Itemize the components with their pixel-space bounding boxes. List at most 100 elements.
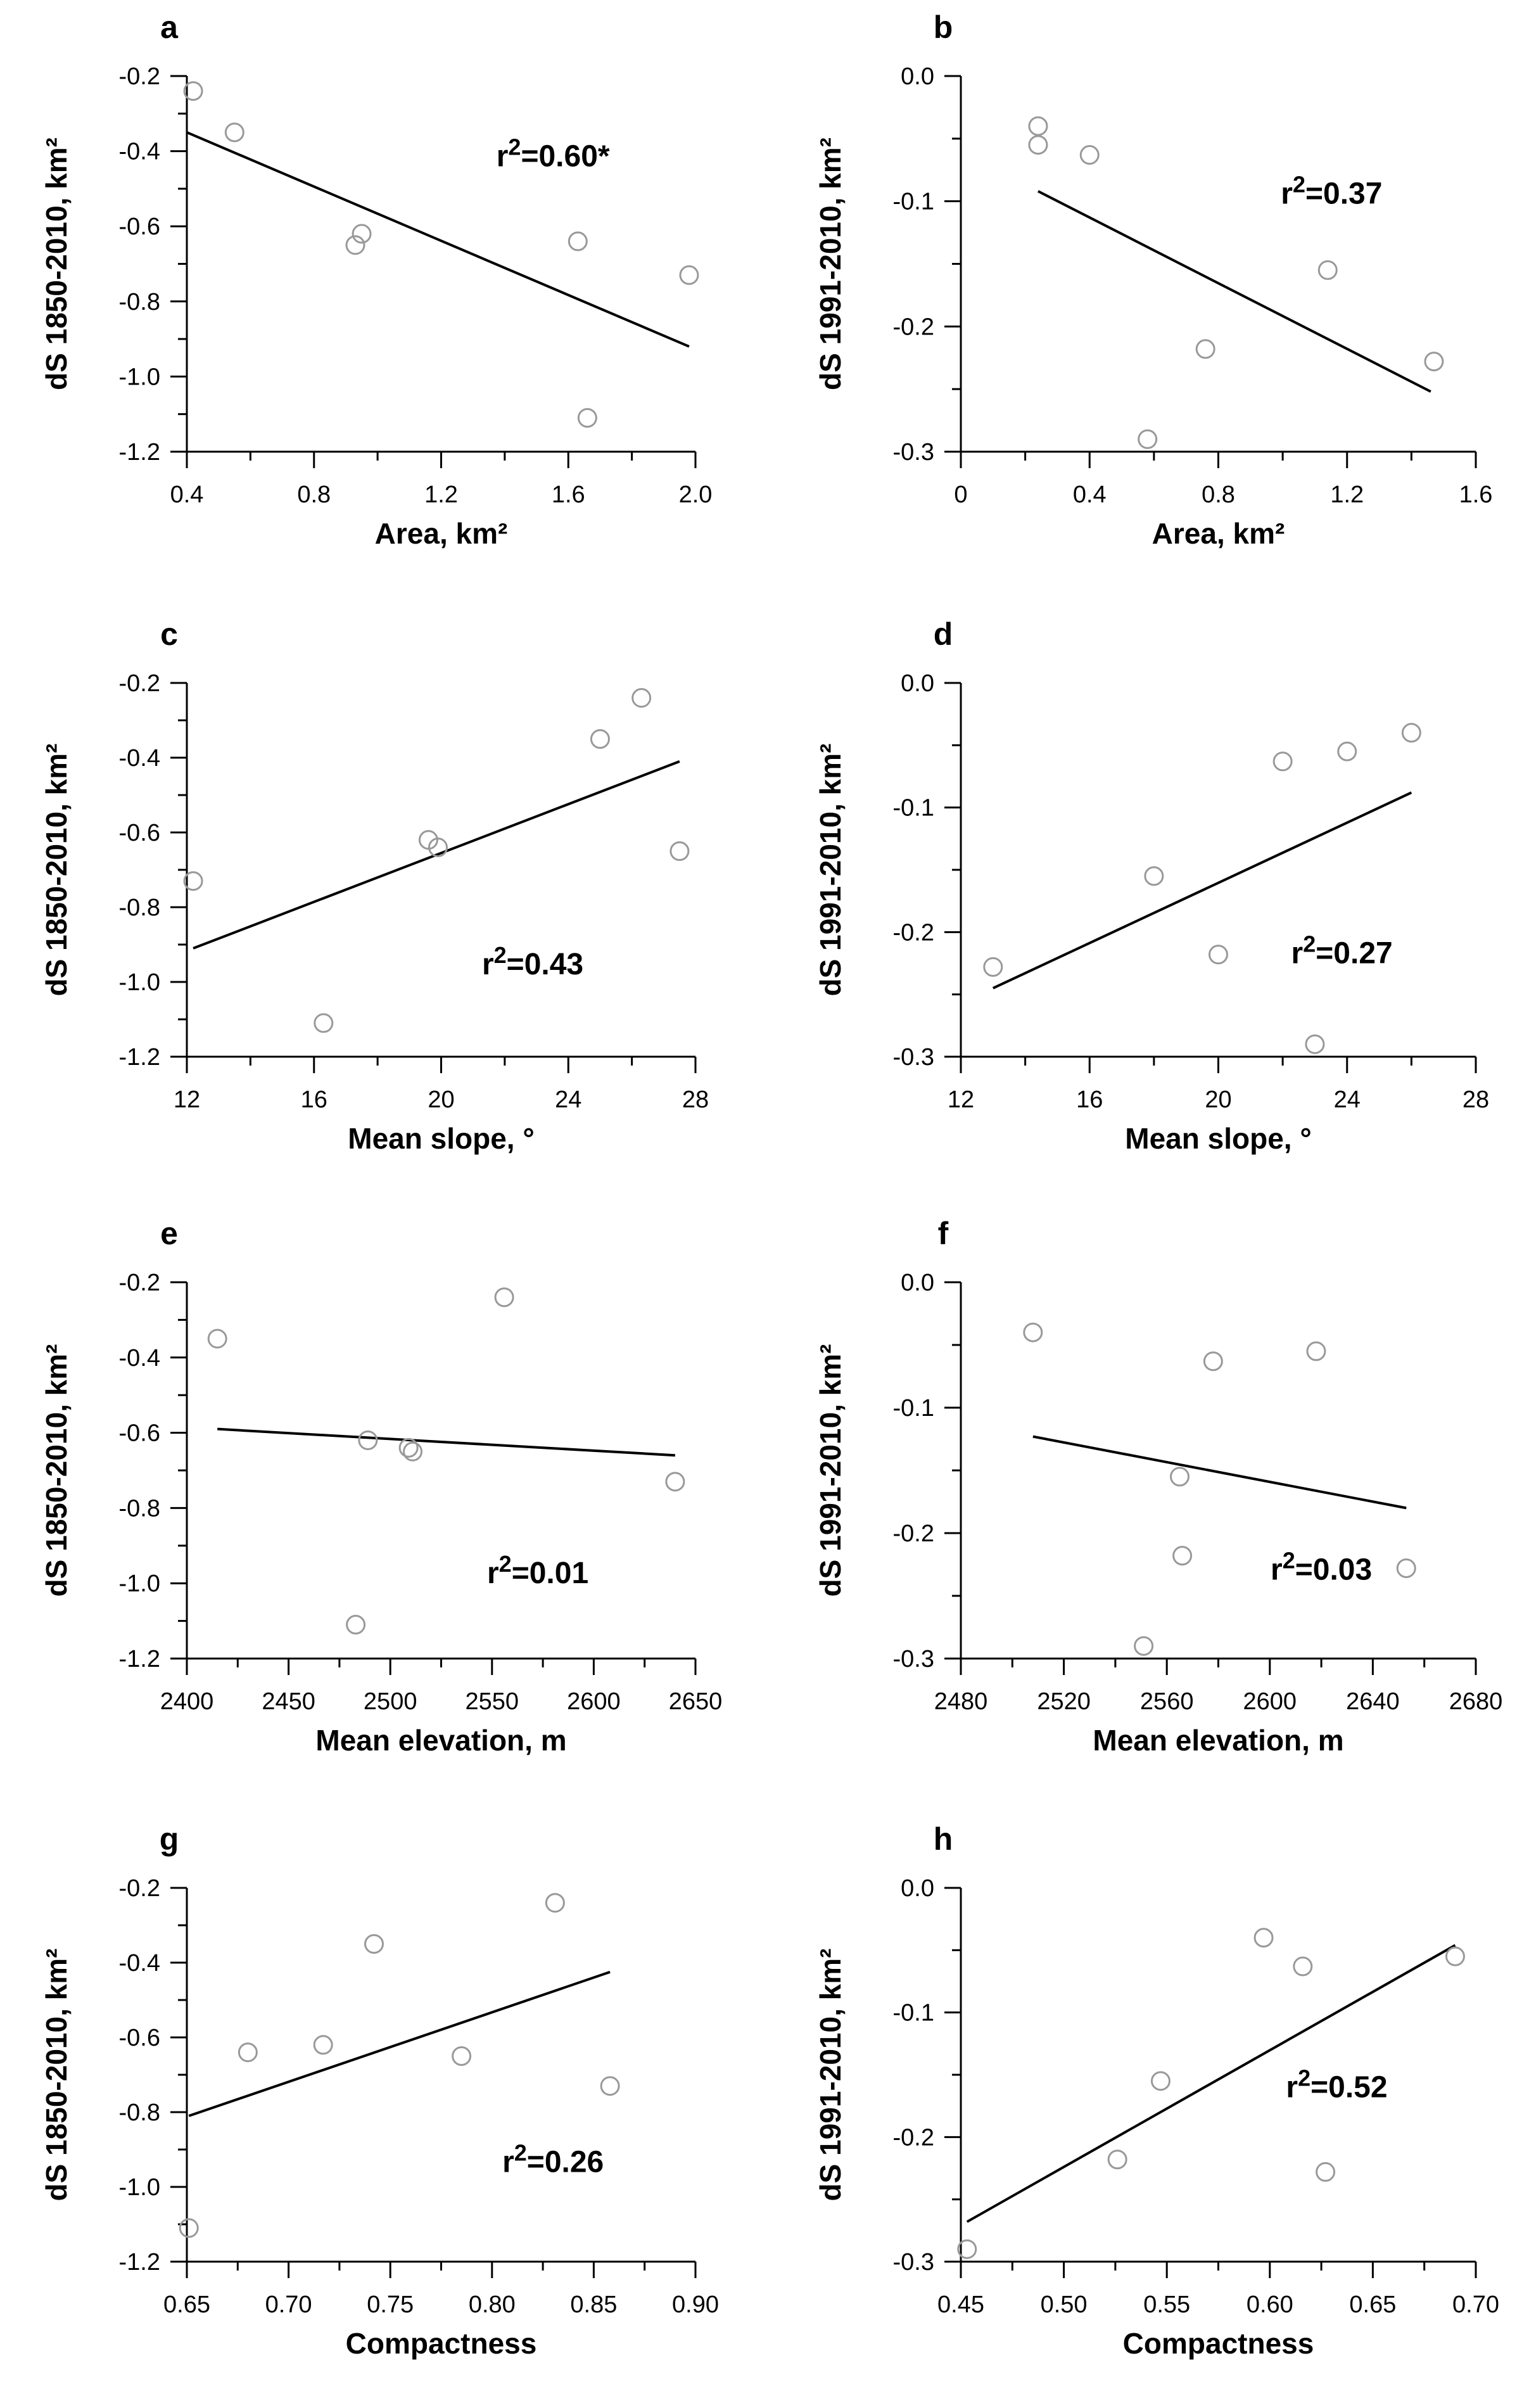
x-axis-title: Compactness <box>1123 2327 1314 2360</box>
y-axis-title: dS 1991-2010, km² <box>814 744 847 997</box>
data-point <box>183 81 203 101</box>
r2-superscript: 2 <box>1283 1547 1295 1573</box>
x-tick-label: 2640 <box>1346 1688 1400 1715</box>
r2-annotation: r2=0.01 <box>487 1551 588 1590</box>
r2-value: =0.01 <box>512 1557 588 1590</box>
regression-line <box>193 760 680 950</box>
y-axis-title: dS 1991-2010, km² <box>814 1949 847 2201</box>
y-tick-label: -0.1 <box>893 1395 934 1422</box>
data-point <box>224 122 244 143</box>
r2-annotation: r2=0.03 <box>1271 1547 1372 1586</box>
y-axis-title: dS 1850-2010, km² <box>40 744 73 997</box>
r2-annotation: r2=0.43 <box>482 942 583 981</box>
y-axis-title: dS 1991-2010, km² <box>814 137 847 390</box>
data-point <box>452 2046 472 2066</box>
y-tick-label: -0.6 <box>119 820 160 846</box>
data-point <box>1170 1467 1190 1487</box>
panel-letter: a <box>160 10 179 45</box>
y-tick-label: -1.2 <box>119 439 160 466</box>
data-point <box>346 1615 366 1635</box>
data-point <box>1195 339 1215 359</box>
r2-prefix: r <box>482 948 494 981</box>
data-point <box>1150 2071 1171 2091</box>
panel-g: -0.2 -0.4 -0.6 -0.8 -1.0 -1.20.65 0.70 0.75 0.80… <box>40 1821 719 2360</box>
y-tick-label: 0.0 <box>901 63 934 90</box>
data-point <box>1028 116 1048 136</box>
r2-prefix: r <box>502 2145 514 2179</box>
r2-value: =0.37 <box>1305 177 1382 211</box>
x-tick-label: 0.8 <box>297 481 331 508</box>
r2-superscript: 2 <box>1303 931 1316 957</box>
y-tick-label: -0.2 <box>893 2124 934 2151</box>
r2-value: =0.60* <box>521 139 609 173</box>
y-tick-label: -0.2 <box>893 1520 934 1547</box>
x-tick-label: 0.85 <box>570 2291 617 2318</box>
x-tick-label: 0.90 <box>672 2291 719 2318</box>
x-tick-label: 16 <box>301 1086 327 1113</box>
data-point <box>1445 1946 1465 1966</box>
regression-line <box>966 1944 1456 2223</box>
r2-prefix: r <box>497 139 509 173</box>
x-tick-label: 2520 <box>1037 1688 1091 1715</box>
data-point <box>1144 866 1164 886</box>
r2-superscript: 2 <box>1293 172 1305 198</box>
x-tick-label: 2.0 <box>679 481 713 508</box>
data-point <box>428 838 448 858</box>
panel-letter: b <box>934 10 953 45</box>
data-point <box>1172 1546 1193 1566</box>
x-tick-label: 1.6 <box>1459 481 1493 508</box>
y-tick-label: -1.2 <box>119 1646 160 1672</box>
data-point <box>1316 2162 1336 2182</box>
y-tick-label: -0.3 <box>893 439 934 466</box>
x-tick-label: 2680 <box>1449 1688 1503 1715</box>
panel-d: 0.0 -0.1 -0.2 -0.3 12 16 20 24 28 Mean slope, ° dS… <box>814 616 1489 1155</box>
data-point <box>207 1328 227 1349</box>
y-tick-label: -0.6 <box>119 2025 160 2051</box>
y-tick-label: -0.1 <box>893 2000 934 2027</box>
x-tick-label: 0.55 <box>1143 2291 1190 2318</box>
x-tick-label: 0.65 <box>163 2291 210 2318</box>
y-axis-title: dS 1850-2010, km² <box>40 1344 73 1597</box>
data-point <box>238 2042 258 2063</box>
x-tick-label: 0.4 <box>1073 481 1107 508</box>
r2-prefix: r <box>1291 937 1304 971</box>
y-tick-label: -1.0 <box>119 969 160 996</box>
y-tick-label: -0.4 <box>119 745 160 772</box>
panel-letter: f <box>938 1216 949 1251</box>
r2-annotation: r2=0.26 <box>502 2139 604 2179</box>
data-point <box>313 2035 333 2055</box>
panel-a: -0.2 -0.4 -0.6 -0.8 -1.0 -1.2 0.4 0.8 1.2 1.6 2.0 A… <box>40 10 712 550</box>
x-tick-label: 0.65 <box>1349 2291 1396 2318</box>
data-point <box>1306 1341 1326 1361</box>
x-tick-label: 0.80 <box>469 2291 516 2318</box>
regression-line <box>188 1970 611 2117</box>
y-tick-label: -0.2 <box>119 1875 160 1902</box>
y-tick-label: -1.0 <box>119 1570 160 1597</box>
data-point <box>494 1287 514 1308</box>
panel-letter: h <box>934 1821 953 1857</box>
panel-letter: e <box>160 1216 178 1251</box>
data-point <box>1209 945 1228 965</box>
regression-line <box>1032 1435 1407 1510</box>
x-tick-label: 24 <box>555 1086 581 1113</box>
panel-letter: d <box>934 616 953 652</box>
regression-line <box>992 791 1412 990</box>
x-tick-label: 0.70 <box>265 2291 312 2318</box>
x-axis-title: Area, km² <box>375 517 508 550</box>
x-tick-label: 0 <box>954 481 967 508</box>
data-point <box>398 1437 419 1458</box>
y-tick-label: -1.0 <box>119 364 160 390</box>
x-tick-label: 2450 <box>262 1688 315 1715</box>
r2-value: =0.27 <box>1316 937 1392 971</box>
data-point <box>568 231 588 252</box>
y-tick-label: -0.8 <box>119 895 160 921</box>
data-point <box>1272 751 1293 772</box>
x-tick-label: 0.70 <box>1452 2291 1499 2318</box>
y-tick-label: -0.8 <box>119 1495 160 1522</box>
y-tick-label: -0.4 <box>119 139 160 165</box>
y-tick-label: -1.2 <box>119 2249 160 2276</box>
x-tick-label: 12 <box>174 1086 200 1113</box>
